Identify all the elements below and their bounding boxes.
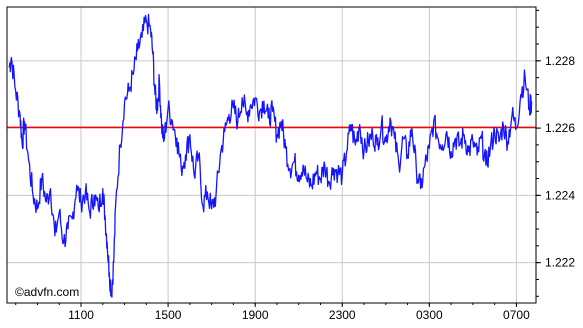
x-axis-labels: 1100 1500 1900 2300 0300 0700 xyxy=(68,308,530,322)
y-tick-label: 1.222 xyxy=(545,256,575,270)
axis-ticks xyxy=(15,9,541,307)
x-tick-label: 0700 xyxy=(503,308,530,322)
price-series-line xyxy=(8,13,533,298)
plot-frame xyxy=(6,6,537,304)
x-tick-label: 2300 xyxy=(329,308,356,322)
x-tick-label: 1500 xyxy=(155,308,182,322)
watermark: ©advfn.com xyxy=(15,285,79,299)
x-tick-label: 0300 xyxy=(416,308,443,322)
y-axis-labels: 1.222 1.224 1.226 1.228 xyxy=(545,54,575,270)
gridlines xyxy=(7,7,536,303)
y-tick-label: 1.228 xyxy=(545,54,575,68)
x-tick-label: 1900 xyxy=(242,308,269,322)
y-tick-label: 1.224 xyxy=(545,188,575,202)
y-tick-label: 1.226 xyxy=(545,121,575,135)
x-tick-label: 1100 xyxy=(68,308,94,322)
